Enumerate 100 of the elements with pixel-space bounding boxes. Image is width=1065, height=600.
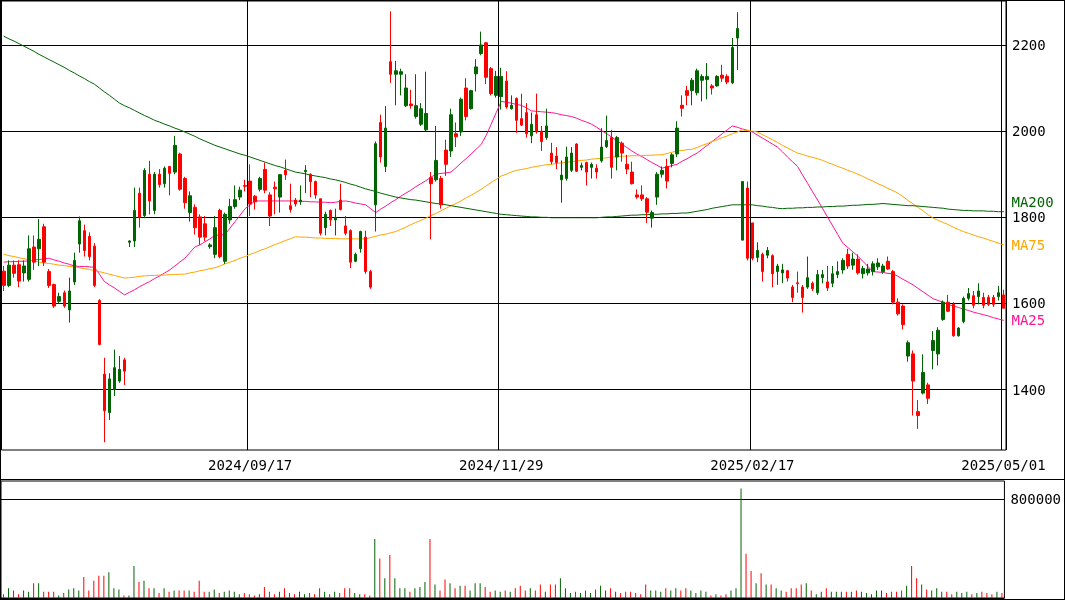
candlestick xyxy=(615,135,619,171)
candlestick xyxy=(685,85,689,106)
line-series xyxy=(3,129,1004,279)
candlestick xyxy=(836,260,839,279)
candlestick xyxy=(364,230,367,275)
candlestick xyxy=(851,252,855,271)
series-label: MA75 xyxy=(1011,236,1046,253)
candlestick xyxy=(1002,289,1005,309)
candlestick xyxy=(148,160,151,215)
candlestick xyxy=(982,292,985,309)
candlestick xyxy=(369,269,372,290)
candlestick xyxy=(78,215,81,254)
candlestick xyxy=(801,284,804,314)
candlestick xyxy=(715,74,719,88)
candlestick xyxy=(620,140,624,163)
candlestick xyxy=(258,176,262,192)
candlestick xyxy=(434,125,438,183)
candlestick xyxy=(525,102,528,139)
candlestick xyxy=(304,164,307,194)
candlestick xyxy=(625,154,629,175)
candlestick xyxy=(731,37,734,85)
candlestick xyxy=(2,265,6,292)
candlestick xyxy=(108,372,111,421)
candlestick xyxy=(319,198,322,236)
candlestick xyxy=(921,353,925,395)
candlestick xyxy=(158,168,161,189)
candlestick xyxy=(555,146,558,170)
candlestick xyxy=(63,290,66,309)
candlestick xyxy=(68,277,71,323)
candlestick xyxy=(530,112,533,144)
candlestick xyxy=(992,294,995,308)
candlestick xyxy=(570,146,573,173)
candlestick xyxy=(98,298,101,346)
candlestick xyxy=(284,159,287,181)
candlestick xyxy=(329,209,332,227)
candlestick xyxy=(505,70,508,110)
candlestick xyxy=(796,271,799,294)
candlestick xyxy=(806,256,809,290)
candlestick xyxy=(856,253,860,276)
candlestick xyxy=(952,301,955,338)
x-tick-label: 2025/02/17 xyxy=(710,457,795,473)
candlestick xyxy=(168,165,171,196)
candlestick xyxy=(409,89,413,110)
candlestick xyxy=(32,234,36,271)
candlestick xyxy=(515,97,518,134)
candlestick xyxy=(349,228,352,269)
candlestick xyxy=(133,187,136,248)
candlestick xyxy=(439,175,443,210)
candlestick xyxy=(138,187,141,229)
candlestick xyxy=(218,208,222,259)
candlestick xyxy=(143,167,146,219)
y-tick-label: 1600 xyxy=(1012,295,1046,312)
candlestick xyxy=(911,349,915,417)
candlestick xyxy=(987,294,990,307)
candlestick xyxy=(916,399,920,430)
y-tick-label: 1800 xyxy=(1012,209,1046,226)
candlestick xyxy=(474,58,478,92)
candlestick xyxy=(886,256,890,271)
candlestick xyxy=(580,162,583,171)
candlestick xyxy=(771,253,774,288)
candlestick xyxy=(906,340,910,363)
candlestick xyxy=(57,292,61,304)
candlestick xyxy=(967,287,970,301)
candlestick xyxy=(575,142,578,173)
candlestick xyxy=(972,290,975,309)
candlestick xyxy=(42,223,46,267)
y-tick-label: 2200 xyxy=(1012,36,1046,53)
candlestick xyxy=(786,269,789,283)
candlestick xyxy=(334,208,337,236)
candlestick xyxy=(751,222,754,261)
candlestick xyxy=(977,282,980,305)
candlestick xyxy=(359,230,362,254)
candlestick xyxy=(103,357,106,443)
candlestick xyxy=(821,269,824,284)
candlestick xyxy=(766,246,769,259)
candlestick xyxy=(153,171,156,215)
candlestick xyxy=(831,265,834,288)
candlestick xyxy=(469,89,473,111)
candlestick xyxy=(294,197,297,208)
candlestick xyxy=(565,146,568,182)
y-tick-label: 2000 xyxy=(1012,123,1046,140)
candlestick xyxy=(590,162,593,180)
y-tick-label: 1400 xyxy=(1012,381,1046,398)
candlestick xyxy=(941,299,945,322)
candlestick xyxy=(188,190,192,223)
candlestick xyxy=(926,382,930,405)
candlestick xyxy=(339,183,342,211)
candlestick xyxy=(826,265,829,292)
candlestick xyxy=(123,357,126,386)
candlestick xyxy=(278,173,282,214)
candlestick xyxy=(459,97,463,137)
candlestick xyxy=(93,242,96,288)
candlestick xyxy=(776,263,779,286)
candlestick xyxy=(630,161,634,186)
candlestick xyxy=(781,263,784,284)
candlestick xyxy=(746,181,749,261)
candlestick xyxy=(595,163,598,180)
candlestick xyxy=(384,105,387,173)
candlestick xyxy=(585,161,588,186)
candlestick xyxy=(997,285,1000,301)
